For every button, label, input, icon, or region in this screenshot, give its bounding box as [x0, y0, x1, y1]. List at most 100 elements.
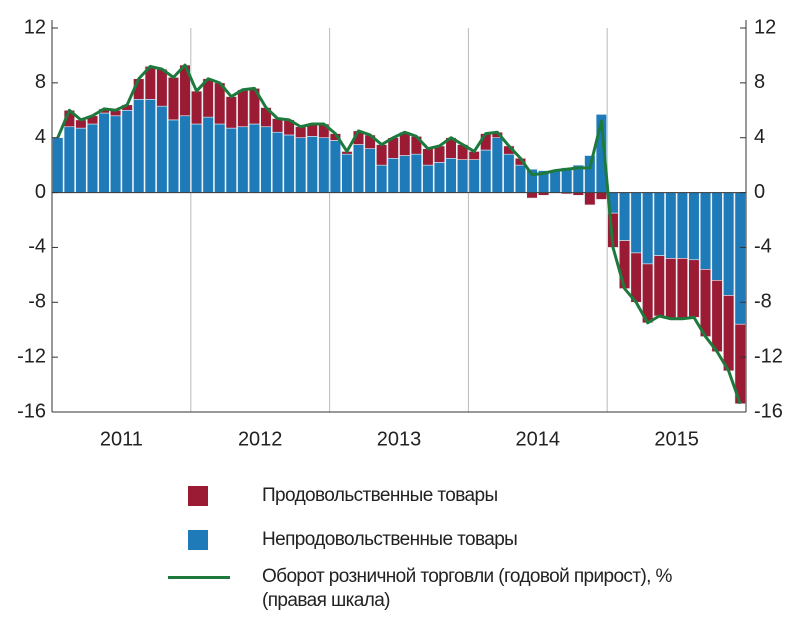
bar	[618, 192, 631, 241]
y-tick-label: -8	[28, 291, 46, 313]
bar	[376, 164, 388, 193]
bar	[110, 115, 122, 193]
bar	[699, 269, 712, 337]
bar	[364, 148, 376, 193]
bar	[295, 126, 307, 139]
x-tick-label: 2015	[654, 428, 699, 450]
bar	[283, 134, 295, 193]
bar	[422, 148, 434, 166]
bar	[723, 192, 735, 296]
bar	[491, 137, 503, 193]
bar	[260, 126, 272, 193]
bar	[191, 123, 203, 193]
x-tick-label: 2013	[377, 428, 422, 450]
bar	[526, 192, 538, 199]
bar	[457, 159, 469, 193]
bar	[167, 77, 180, 121]
bar	[121, 109, 133, 193]
x-tick-label: 2012	[238, 428, 283, 450]
y-tick-label: 12	[24, 16, 46, 38]
bar	[514, 164, 527, 193]
y2-tick-label: 4	[754, 126, 765, 148]
legend-item: Непродовольственные товары	[168, 528, 742, 552]
legend-swatch	[188, 530, 208, 550]
bar	[133, 99, 145, 193]
bar	[410, 153, 422, 193]
bar	[271, 131, 284, 193]
bar	[271, 118, 284, 133]
bar	[688, 192, 700, 261]
bar	[618, 240, 631, 289]
bar	[433, 145, 446, 163]
bar	[503, 153, 515, 193]
bar	[723, 295, 735, 372]
y-tick-label: -16	[17, 400, 46, 422]
bar	[376, 144, 388, 166]
x-tick-label: 2011	[100, 428, 143, 450]
legend-label: Непродовольственные товары	[262, 529, 518, 550]
bar	[642, 192, 654, 265]
bar	[202, 116, 214, 193]
bar	[214, 123, 226, 193]
y2-tick-label: -16	[754, 400, 783, 422]
bar	[630, 192, 642, 254]
legend-line	[168, 576, 230, 579]
y2-tick-label: 12	[754, 16, 776, 38]
bar	[734, 192, 746, 325]
bar	[595, 192, 608, 200]
bar	[237, 126, 249, 193]
bar	[329, 140, 341, 193]
y2-tick-label: -4	[754, 236, 772, 258]
bar	[665, 258, 677, 320]
bar	[156, 68, 168, 107]
bar	[225, 127, 237, 193]
bar	[399, 155, 411, 193]
bar	[630, 252, 642, 303]
bar	[422, 164, 434, 193]
y2-tick-label: 8	[754, 71, 765, 93]
bar	[191, 90, 203, 125]
bar	[144, 99, 156, 193]
legend-label: Продовольственные товары	[262, 485, 498, 506]
bar	[156, 105, 168, 193]
bar	[225, 96, 237, 129]
legend-item: Продовольственные товары	[168, 484, 742, 508]
bar	[653, 192, 665, 256]
bar	[584, 155, 596, 193]
bar	[584, 192, 596, 206]
legend-swatch	[188, 486, 208, 506]
bar	[676, 192, 688, 259]
y2-tick-label: 0	[754, 181, 765, 203]
y-tick-label: 4	[35, 126, 46, 148]
bar	[352, 144, 365, 193]
bar	[387, 157, 399, 193]
bar	[237, 89, 249, 128]
bar	[318, 137, 330, 193]
bar	[711, 192, 723, 281]
legend: Продовольственные товары Непродовольстве…	[0, 470, 788, 625]
bar	[445, 157, 457, 193]
legend-label: Оборот розничной торговли (годовой приро…	[262, 566, 672, 611]
y2-tick-label: -12	[754, 345, 783, 367]
bar	[665, 192, 677, 259]
bar	[167, 119, 180, 193]
bar	[295, 137, 307, 193]
y-tick-label: -12	[17, 345, 46, 367]
line	[56, 63, 742, 405]
bar	[676, 258, 688, 320]
bar	[653, 255, 665, 317]
bar	[52, 137, 64, 193]
legend-item: Оборот розничной торговли (годовой приро…	[168, 565, 702, 613]
y2-tick-label: -8	[754, 291, 772, 313]
bar	[248, 123, 260, 193]
x-tick-label: 2014	[516, 428, 561, 450]
bar	[98, 112, 110, 193]
chart: -16 -12 -8 -4 0 4 8 12 -16 -12 -8 -4 0 4 8 12 2011 2012 20…	[17, 16, 783, 450]
bar	[75, 127, 87, 193]
bar	[549, 170, 561, 193]
y-tick-label: 8	[35, 71, 46, 93]
bar	[341, 153, 353, 193]
bar	[86, 123, 99, 193]
bar	[480, 149, 492, 193]
